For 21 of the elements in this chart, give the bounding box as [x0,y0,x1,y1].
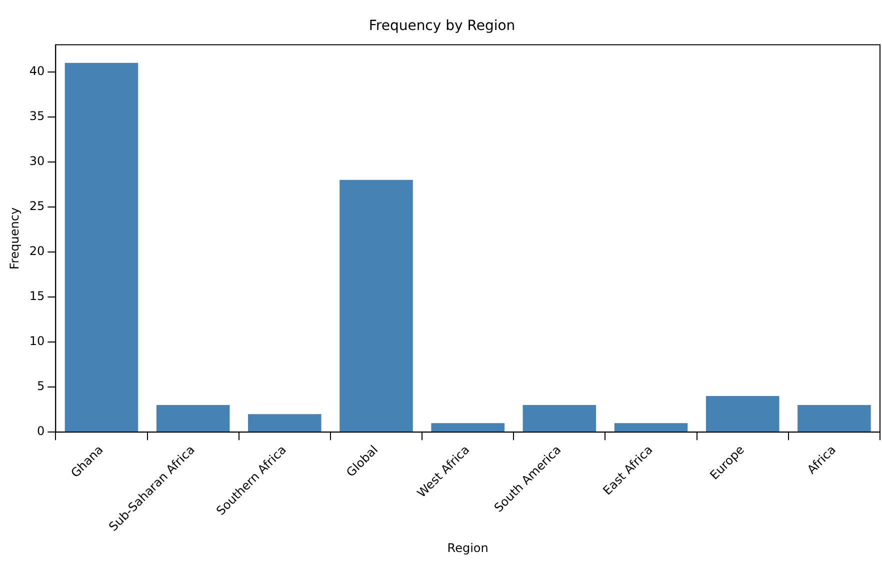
bar [614,423,688,432]
bar [798,405,871,432]
y-tick-label: 15 [29,289,45,304]
bar [522,405,596,432]
y-tick-label: 30 [29,154,45,168]
y-tick-label: 35 [29,108,45,123]
bar [706,396,780,432]
y-tick-label: 25 [29,199,45,214]
y-tick-label: 0 [37,424,45,438]
bar [248,414,322,432]
bar [431,423,504,432]
y-axis-title: Frequency [7,207,22,270]
bar [64,62,138,432]
y-tick-label: 10 [29,334,45,348]
bar [156,405,230,432]
chart-title: Frequency by Region [368,18,516,34]
y-tick-label: 20 [29,244,45,258]
y-tick-label: 5 [37,379,45,394]
bar [340,180,413,432]
y-tick-label: 40 [29,64,45,78]
x-axis-title: Region [447,540,488,555]
